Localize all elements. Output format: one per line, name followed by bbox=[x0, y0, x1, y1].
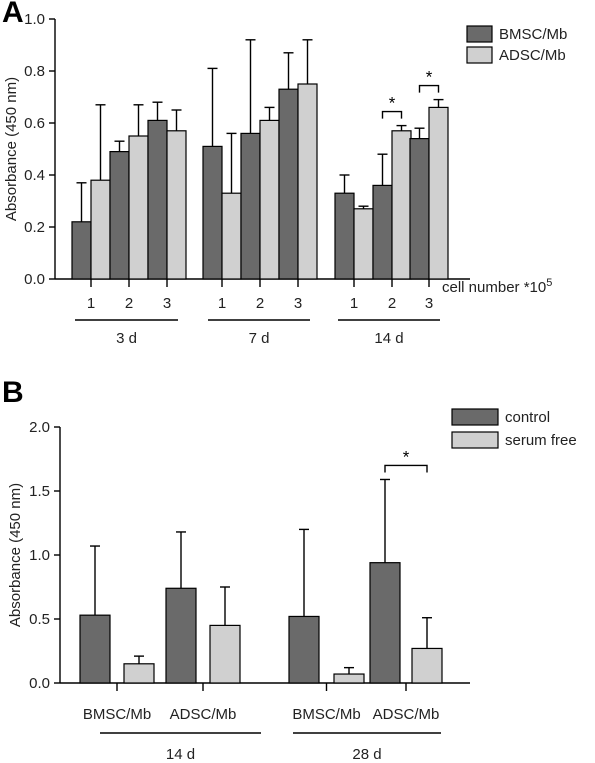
bar-adsc-mb bbox=[166, 130, 187, 280]
legend-label: ADSC/Mb bbox=[499, 47, 566, 64]
x-tick-label: 1 bbox=[218, 295, 226, 312]
y-tick-label: 0.0 bbox=[29, 675, 50, 692]
bar-adsc-mb bbox=[221, 192, 242, 280]
bar-bmsc-mb bbox=[109, 151, 130, 280]
bar-adsc-mb bbox=[128, 135, 149, 280]
bar-adsc-mb bbox=[259, 119, 280, 280]
bar-bmsc-mb bbox=[334, 192, 355, 280]
bar-adsc-mb bbox=[297, 83, 318, 280]
group-label: 7 d bbox=[249, 330, 270, 347]
x-tick-label: 2 bbox=[256, 295, 264, 312]
group-label: 28 d bbox=[352, 746, 381, 763]
x-tick-label: 1 bbox=[87, 295, 95, 312]
bar-control bbox=[288, 615, 320, 684]
y-tick-label: 2.0 bbox=[29, 419, 50, 436]
bar-bmsc-mb bbox=[240, 132, 261, 280]
y-tick-label: 0.8 bbox=[24, 63, 45, 80]
legend-label: control bbox=[505, 409, 550, 426]
bar-adsc-mb bbox=[90, 179, 111, 280]
bar-bmsc-mb bbox=[278, 88, 299, 280]
x-tick-label: 3 bbox=[294, 295, 302, 312]
y-tick-label: 0.0 bbox=[24, 271, 45, 288]
y-tick-label: 1.0 bbox=[29, 547, 50, 564]
bar-bmsc-mb bbox=[409, 138, 430, 280]
legend-swatch bbox=[451, 431, 499, 449]
x-tick-label: 3 bbox=[163, 295, 171, 312]
bar-adsc-mb bbox=[353, 208, 374, 280]
x-tick-label: BMSC/Mb bbox=[292, 706, 360, 723]
y-tick-label: 0.5 bbox=[29, 611, 50, 628]
significance-bracket bbox=[381, 110, 403, 119]
x-tick-label: BMSC/Mb bbox=[83, 706, 151, 723]
legend-label: serum free bbox=[505, 432, 577, 449]
x-axis-title-text: cell number *10 bbox=[442, 279, 546, 296]
x-tick-label: 3 bbox=[425, 295, 433, 312]
significance-star: * bbox=[426, 68, 433, 87]
y-tick-label: 0.4 bbox=[24, 167, 45, 184]
y-tick-label: 1.0 bbox=[24, 11, 45, 28]
panel-a: A 0.0 0.2 0.4 0.6 0.8 1.0 Absorbance (450 nm) 1 2… bbox=[2, 0, 567, 347]
x-tick-label: ADSC/Mb bbox=[170, 706, 237, 723]
significance-bracket bbox=[418, 84, 440, 93]
x-tick-label: ADSC/Mb bbox=[373, 706, 440, 723]
x-tick-label: 1 bbox=[350, 295, 358, 312]
panel-letter: A bbox=[2, 0, 24, 29]
bar-bmsc-mb bbox=[372, 184, 393, 280]
group-label: 14 d bbox=[166, 746, 195, 763]
bar-serum-free bbox=[333, 673, 365, 684]
x-axis-title-superscript: 5 bbox=[546, 277, 552, 289]
significance-star: * bbox=[389, 94, 396, 113]
panel-letter: B bbox=[2, 376, 24, 409]
group-label: 3 d bbox=[116, 330, 137, 347]
y-axis-title: Absorbance (450 nm) bbox=[3, 77, 20, 221]
bar-serum-free bbox=[209, 624, 241, 684]
y-tick-label: 0.2 bbox=[24, 219, 45, 236]
bar-serum-free bbox=[123, 663, 155, 684]
bar-control bbox=[79, 614, 111, 684]
x-tick-label: 2 bbox=[388, 295, 396, 312]
bar-adsc-mb bbox=[391, 130, 412, 280]
legend-label: BMSC/Mb bbox=[499, 26, 567, 43]
bar-bmsc-mb bbox=[71, 221, 92, 280]
y-tick-label: 1.5 bbox=[29, 483, 50, 500]
bar-control bbox=[165, 587, 197, 684]
bar-bmsc-mb bbox=[202, 145, 223, 280]
bar-bmsc-mb bbox=[147, 119, 168, 280]
group-label: 14 d bbox=[374, 330, 403, 347]
bar-adsc-mb bbox=[428, 106, 449, 280]
bar-serum-free bbox=[411, 647, 443, 684]
legend-swatch bbox=[451, 408, 499, 426]
x-axis-title: cell number *105 bbox=[442, 277, 552, 296]
legend-swatch bbox=[466, 46, 493, 64]
y-tick-label: 0.6 bbox=[24, 115, 45, 132]
legend-swatch bbox=[466, 25, 493, 43]
significance-bracket bbox=[384, 464, 428, 473]
significance-star: * bbox=[403, 447, 410, 466]
bar-control bbox=[369, 562, 401, 684]
y-axis-title: Absorbance (450 nm) bbox=[7, 483, 24, 627]
panel-b: B 0.0 0.5 1.0 1.5 2.0 Absorbance (450 nm) BMSC/… bbox=[2, 376, 577, 763]
x-tick-label: 2 bbox=[125, 295, 133, 312]
